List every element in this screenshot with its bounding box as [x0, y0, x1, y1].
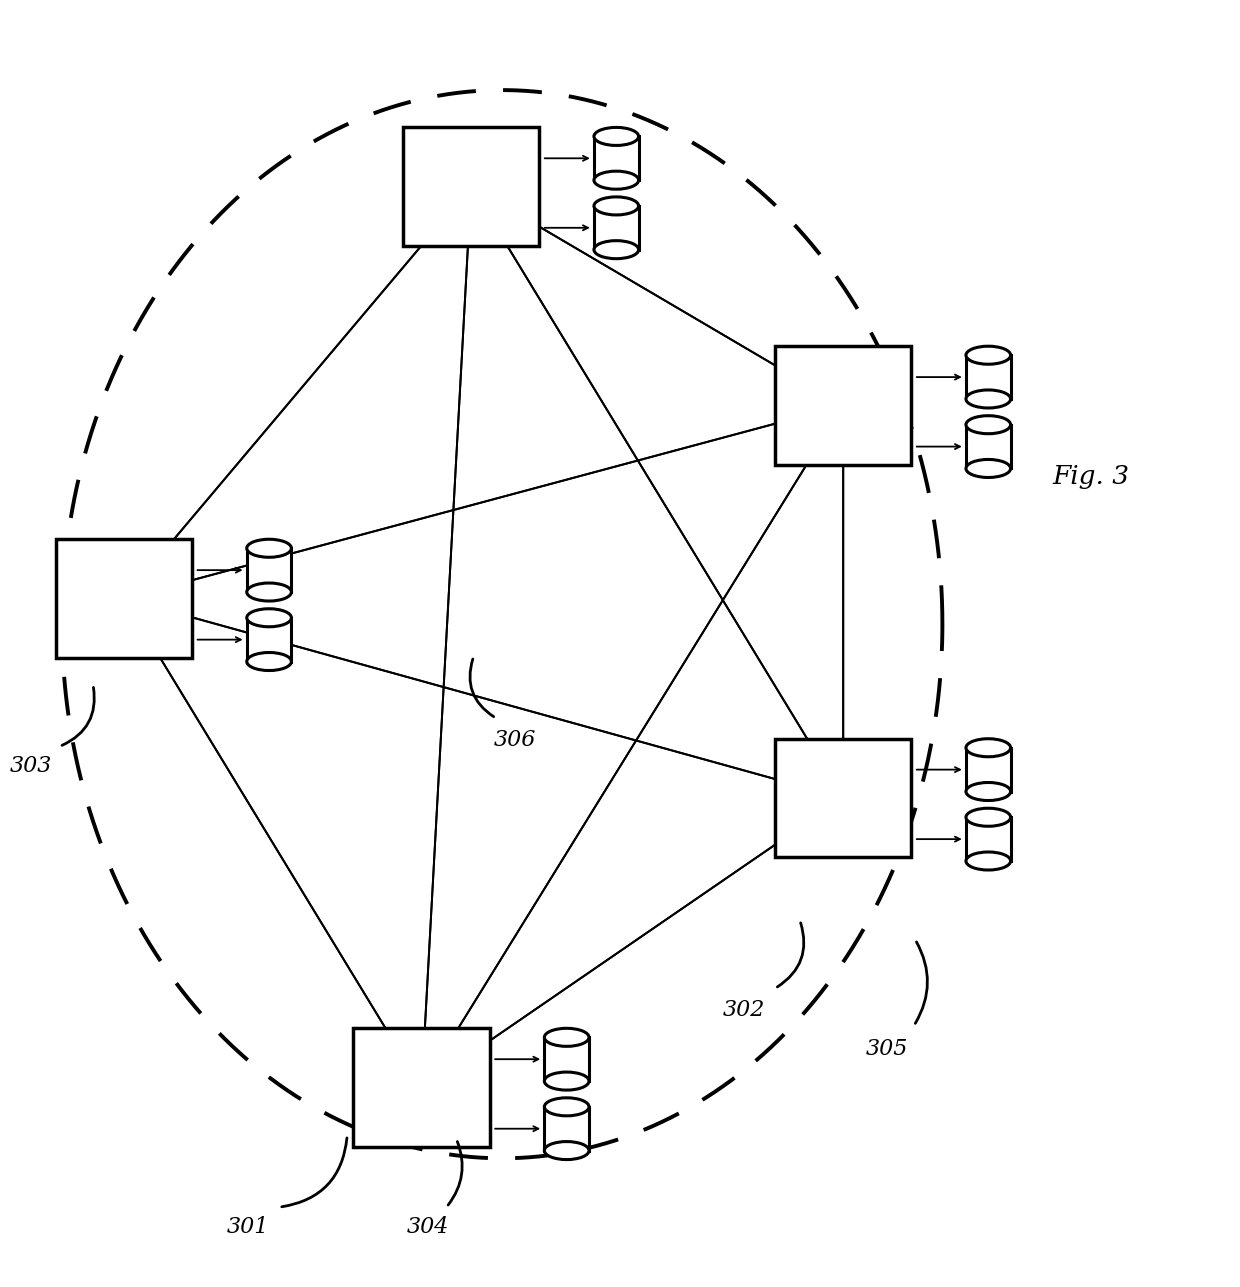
Bar [775, 739, 911, 857]
Ellipse shape [966, 852, 1011, 870]
Ellipse shape [594, 241, 639, 259]
Ellipse shape [247, 583, 291, 601]
Ellipse shape [247, 653, 291, 671]
Bar [594, 136, 639, 180]
Bar [966, 355, 1011, 399]
Bar [594, 206, 639, 250]
Ellipse shape [594, 171, 639, 189]
Bar [56, 539, 192, 658]
Ellipse shape [247, 539, 291, 557]
Bar [966, 425, 1011, 468]
Ellipse shape [966, 782, 1011, 801]
Bar [247, 548, 291, 592]
Ellipse shape [966, 346, 1011, 364]
Ellipse shape [544, 1142, 589, 1160]
Ellipse shape [966, 459, 1011, 477]
Text: 304: 304 [407, 1215, 449, 1238]
Bar [403, 127, 539, 246]
Ellipse shape [544, 1072, 589, 1090]
Text: 302: 302 [723, 999, 765, 1022]
Text: 303: 303 [10, 754, 52, 777]
Text: 301: 301 [227, 1215, 269, 1238]
Ellipse shape [594, 127, 639, 145]
Text: 306: 306 [494, 728, 536, 752]
Ellipse shape [966, 739, 1011, 757]
Ellipse shape [247, 609, 291, 627]
Ellipse shape [966, 416, 1011, 434]
Ellipse shape [966, 808, 1011, 826]
Bar [544, 1037, 589, 1081]
Ellipse shape [594, 197, 639, 215]
Text: Fig. 3: Fig. 3 [1053, 463, 1130, 489]
Bar [247, 618, 291, 662]
Bar [353, 1028, 490, 1147]
Bar [775, 346, 911, 465]
Bar [544, 1107, 589, 1151]
Bar [966, 748, 1011, 792]
Ellipse shape [544, 1028, 589, 1046]
Ellipse shape [966, 390, 1011, 408]
Bar [966, 817, 1011, 861]
Text: 305: 305 [866, 1037, 908, 1060]
Ellipse shape [544, 1098, 589, 1116]
